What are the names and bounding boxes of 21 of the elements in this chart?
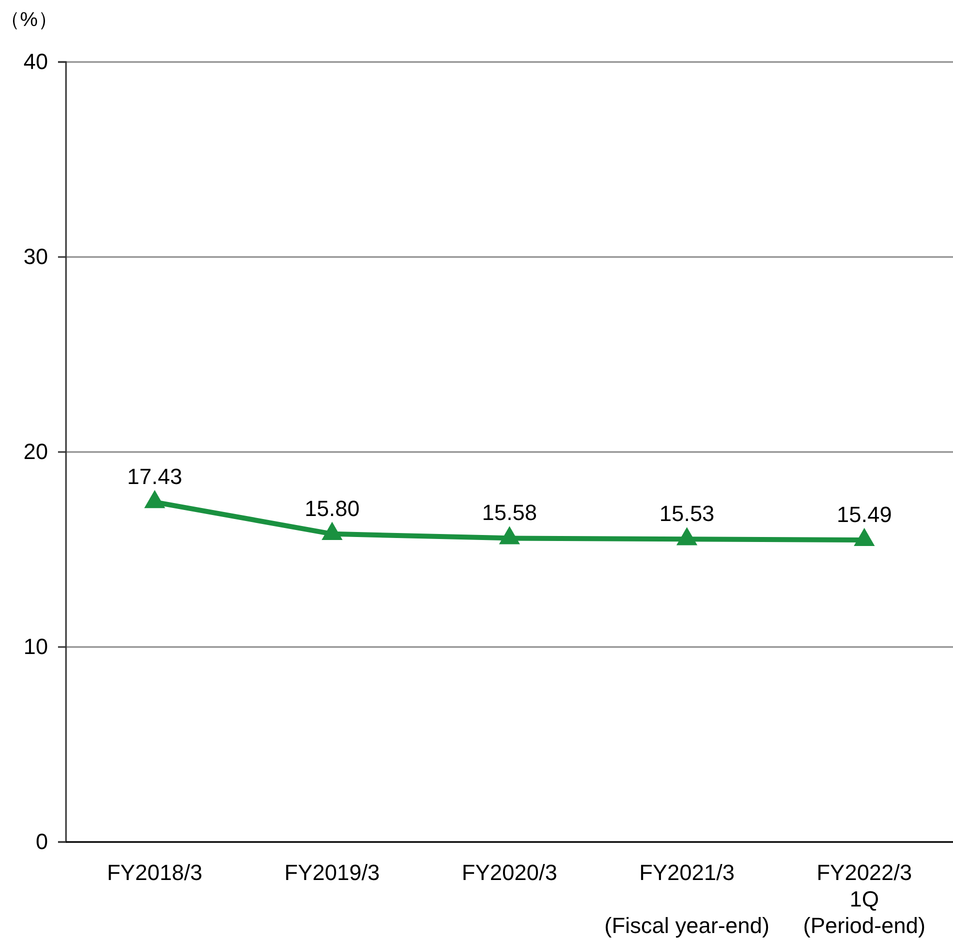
text: 15.58 [482, 500, 538, 526]
x-tick-label: FY2022/3 1Q (Period-end) [803, 860, 926, 938]
y-tick-label: 0 [36, 829, 48, 854]
y-axis-title: （%） [0, 9, 58, 31]
text: 15.53 [659, 501, 714, 526]
category-label: FY2021/3 (Fiscal year-end) [604, 860, 770, 938]
x-tick-label: FY2018/3 [106, 860, 202, 885]
point [144, 490, 166, 508]
point [322, 522, 343, 540]
y-tick-label: 20 [24, 439, 48, 464]
y-tick-label: 30 [24, 244, 48, 270]
point [676, 527, 698, 546]
y-tick-label: 40 [24, 49, 48, 74]
point [499, 526, 520, 544]
text: 15.80 [304, 496, 360, 521]
x-tick-label: FY2019/3 [284, 860, 380, 885]
point [854, 528, 875, 546]
text: 15.49 [836, 502, 892, 527]
text: 17.43 [127, 464, 182, 490]
x-tick-label: FY2020/3 [462, 860, 558, 885]
y-tick-label: 10 [24, 634, 48, 660]
